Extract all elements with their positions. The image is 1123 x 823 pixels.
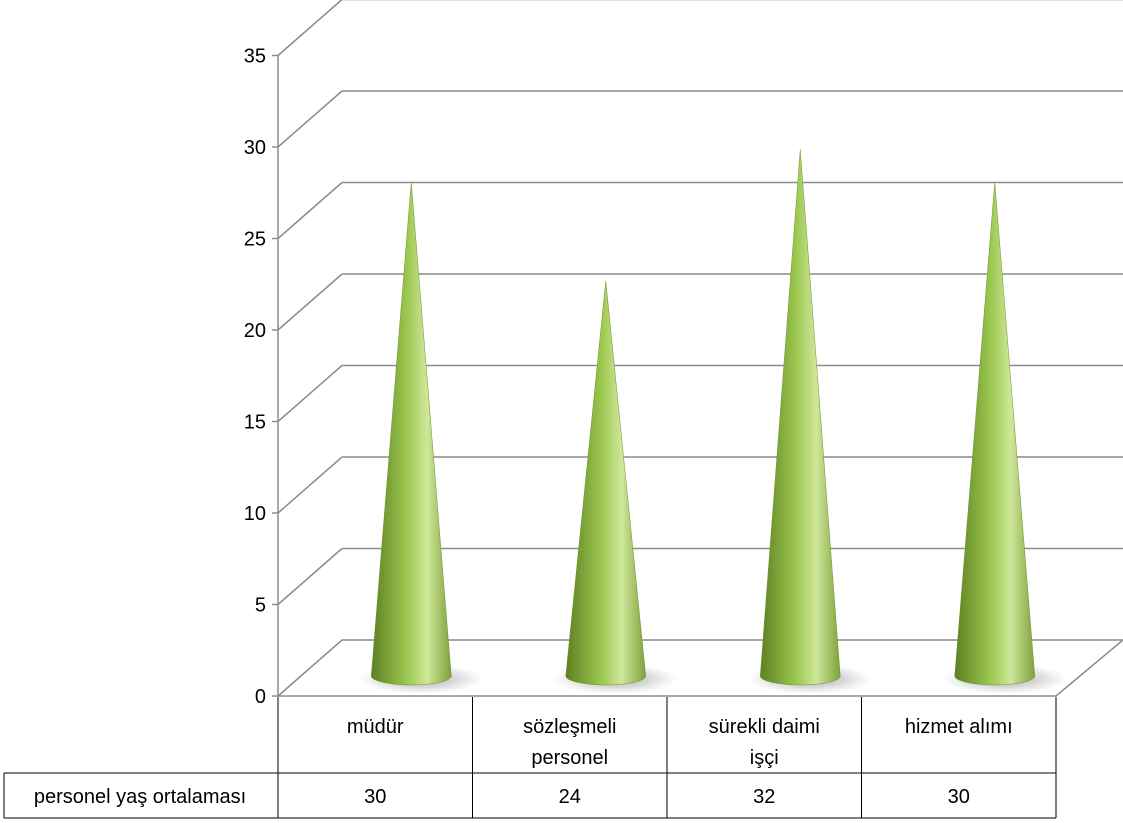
gridline-side <box>277 456 343 514</box>
gridline-side <box>277 547 343 606</box>
x-category-label: personel <box>531 747 608 769</box>
y-tick-label: 0 <box>255 686 266 708</box>
y-tick-label: 5 <box>255 595 266 617</box>
data-label: 30 <box>948 786 970 808</box>
gridline-side <box>277 273 343 331</box>
cone-bar <box>759 149 841 686</box>
data-label: 30 <box>364 786 386 808</box>
gridline-side <box>277 181 343 240</box>
y-tick-label: 20 <box>244 320 266 342</box>
y-axis: 0 5 10 15 20 25 30 35 <box>244 46 279 708</box>
cone-bar <box>954 182 1036 686</box>
gridlines <box>277 0 1123 606</box>
cone-bar <box>370 182 452 686</box>
y-tick-label: 30 <box>244 137 266 159</box>
series-row-label: personel yaş ortalaması <box>34 786 246 808</box>
y-tick-label: 15 <box>244 412 266 434</box>
chart-floor <box>276 639 1123 697</box>
x-category-label: işçi <box>750 747 779 769</box>
x-category-label: hizmet alımı <box>905 716 1013 738</box>
gridline-side <box>277 90 343 148</box>
x-category-label: müdür <box>347 716 404 738</box>
cones <box>359 149 1067 694</box>
x-category-label: sözleşmeli <box>523 716 616 738</box>
y-tick-label: 25 <box>244 229 266 251</box>
gridline-side <box>277 364 343 423</box>
cone-bar <box>565 281 647 686</box>
data-table: müdür sözleşmeli personel sürekli daimi işçi… <box>3 697 1057 819</box>
floor-outline <box>276 639 1123 697</box>
y-tick-label: 35 <box>244 46 266 68</box>
x-category-label: sürekli daimi <box>709 716 820 738</box>
y-tick-label: 10 <box>244 503 266 525</box>
data-label: 32 <box>753 786 775 808</box>
data-label: 24 <box>559 786 581 808</box>
gridline-side <box>277 0 343 57</box>
